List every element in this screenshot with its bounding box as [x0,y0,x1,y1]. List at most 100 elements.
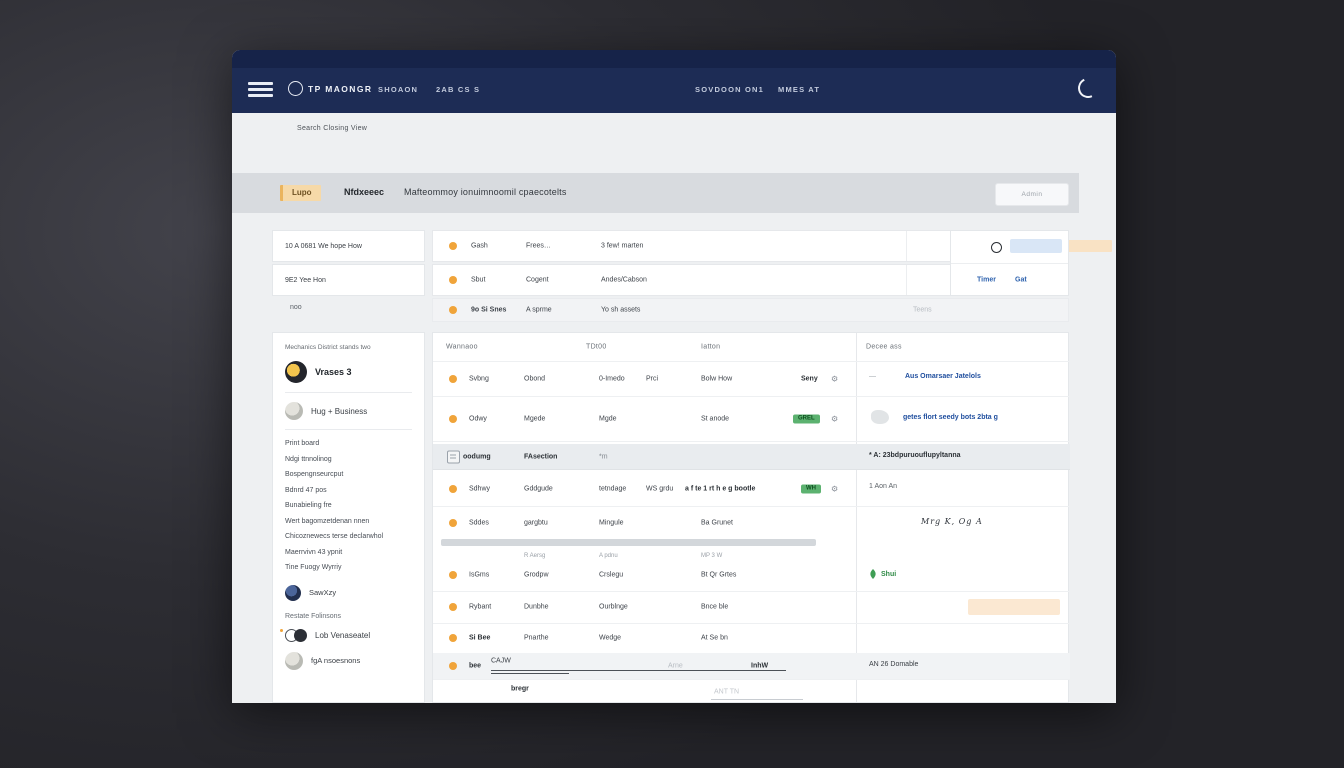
sidebar-link[interactable]: Wert bagomzetdenan nnen [285,517,370,525]
table-section-row[interactable]: oodumg FAsection *m * A: 23bdpuruouflupy… [433,444,1070,470]
cell: Rybant [469,603,492,611]
related-item[interactable]: fgA nsoesnons [285,651,412,670]
gear-icon[interactable]: ⚙ [831,414,839,423]
toolbar-action-button[interactable]: Admin [995,183,1069,206]
leaf-icon [870,569,876,579]
gear-icon[interactable]: ⚙ [831,374,839,383]
record-name: Nfdxeeec [344,187,385,197]
menu-icon[interactable] [248,82,273,97]
queue-cell: Sbut [471,276,486,284]
table-row[interactable]: Si Bee Pnarthe Wedge At Se bn [433,623,1070,654]
secondary-name: Hug + Business [311,406,368,416]
secondary-avatar [285,402,303,420]
sidebar-link-list: Print board Ndgi ttnnolinog Bospengnseur… [285,436,412,576]
app-header: TP MAONGR SHOAON 2AB CS S SOVDOON ON1 MM… [232,50,1116,113]
status-pill: WH [801,484,821,493]
table-row[interactable]: Sdhwy Gddgude tetndage WS grdu a f te 1 … [433,471,1070,507]
table-row[interactable]: Svbng Obond 0-Imedo Prci Bolw How Seny ⚙… [433,361,1070,397]
loading-spinner-icon [1075,75,1101,101]
mini-link-gat[interactable]: Gat [1015,276,1027,284]
table-row[interactable]: R Aersg A pdnu MP 3 W IsGms Grodpw Crsle… [433,547,1070,592]
queue-row[interactable]: 9o Si Snes A sprme Yo sh assets Teens [432,298,1069,322]
panel-header: Decee ass [866,343,902,351]
column-header[interactable]: Wannaoo [446,343,478,351]
cell: CAJW [491,657,511,665]
cell: a f te 1 rt h e g bootle [685,485,756,492]
table-row[interactable]: Odwy Mgede Mgde St anode GREL ⚙ getes fl… [433,396,1070,442]
queue-cell: A sprme [526,306,552,314]
nav-item-1[interactable]: SHOAON [378,85,419,94]
queue-footer-label: noo [290,304,302,311]
cell: Prci [646,375,659,382]
queue-hint: Teens [913,306,932,314]
queue-card-2[interactable]: 9E2 Yee Hon [272,264,425,296]
cell: Gddgude [524,485,553,492]
sidebar-link[interactable]: Maerrvivn 43 ypnit [285,548,343,556]
brand-logo-icon [288,81,303,96]
panel-note: 1 Aon An [869,483,898,490]
nav-item-2[interactable]: 2AB CS S [436,85,481,94]
table-row-selected[interactable]: bee CAJW Arne InhW AN 26 Domable [433,653,1070,680]
gear-icon[interactable]: ⚙ [831,484,839,493]
profile-item[interactable]: Vrases 3 [285,361,412,383]
cell: Si Bee [469,634,491,642]
user-item[interactable]: SawXzy [285,584,412,601]
status-dot-icon [449,374,457,383]
sidebar-link[interactable]: Bospengnseurcput [285,471,344,478]
table-row[interactable]: Sddes gargbtu Mingule Ba Grunet Mrg K, O… [433,506,1070,539]
nav-item-3[interactable]: SOVDOON ON1 [695,85,765,94]
cell: Obond [524,375,546,382]
table-header-row: Wannaoo TDt00 Iatton Decee ass [433,333,1070,362]
related-item[interactable]: Lob Venaseatel [280,628,412,643]
cell: Wedge [599,634,622,642]
progress-bar [441,539,816,546]
sidebar: Mechanics District stands two Vrases 3 H… [272,332,425,703]
sidebar-link[interactable]: Ndgi ttnnolinog [285,455,332,463]
nav-item-4[interactable]: MMES AT [778,85,821,94]
related-avatar [285,651,303,670]
status-dot-icon [449,662,457,670]
radio-ring-icon[interactable] [991,242,1002,253]
sub-header: A pdnu [599,553,618,559]
sidebar-link[interactable]: Chicoznewecs terse declarwhol [285,533,384,540]
sidebar-section-heading: Restate Folinsons [285,612,342,620]
brand-name[interactable]: TP MAONGR [308,84,373,94]
table-footer-row: bregr ANT TN [433,679,1070,703]
profile-avatar [285,361,307,383]
column-header[interactable]: Iatton [701,343,721,351]
cell: Sdhwy [469,485,491,492]
sidebar-link[interactable]: Bdnrd 47 pos [285,486,327,494]
mini-cell[interactable] [951,231,1068,264]
underline [711,699,803,700]
cell: Mgde [599,415,617,422]
footer-faint-text: ANT TN [714,688,740,696]
queue-cell: Gash [471,242,488,250]
user-avatar [285,584,301,601]
cell: Svbng [469,375,489,382]
sidebar-link[interactable]: Bunabieling fre [285,502,332,509]
cell: Ourblnge [599,603,628,611]
secondary-item[interactable]: Hug + Business [285,402,412,420]
underline [491,673,569,674]
sidebar-link[interactable]: Print board [285,440,320,447]
status-dot-icon [449,414,457,423]
panel-green-note: Shui [881,571,897,578]
sub-header: R Aersg [524,553,546,559]
cell: WS grdu [646,485,674,492]
queue-card-1[interactable]: 10 A 0681 We hope How [272,230,425,262]
page-title: Mafteommoy ionuimnoomil cpaecotelts [404,187,567,197]
cell: Odwy [469,415,487,422]
sidebar-link[interactable]: Tine Fuogy Wyrriy [285,564,342,571]
panel-dash: — [869,373,876,380]
cell: Ba Grunet [701,519,733,526]
cell: Sddes [469,519,489,526]
table-row[interactable]: Rybant Dunbhe Ourblnge Bnce ble [433,591,1070,624]
details-panel-border [856,333,857,702]
mini-link-timer[interactable]: Timer [977,276,996,284]
panel-link[interactable]: Aus Omarsaer Jatelols [905,373,981,380]
column-header[interactable]: TDt00 [586,343,607,351]
panel-link[interactable]: getes flort seedy bots 2bta g [903,414,998,421]
section-label: oodumg [463,453,491,460]
selection-band [1010,239,1062,253]
